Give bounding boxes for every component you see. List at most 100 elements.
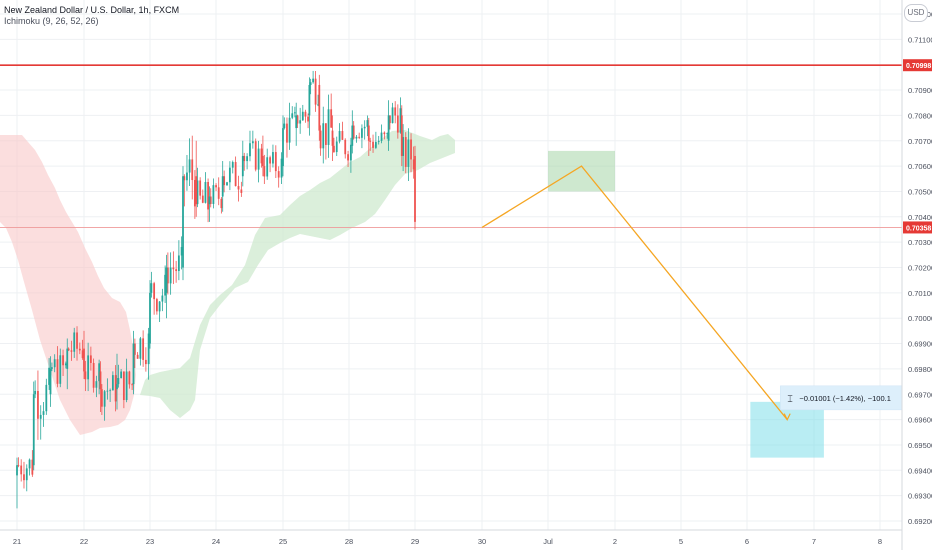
candle-body bbox=[319, 130, 322, 149]
candle-body bbox=[84, 371, 87, 380]
candle-body bbox=[295, 115, 298, 129]
candle-body bbox=[166, 267, 169, 284]
candle-body bbox=[149, 292, 151, 344]
candle-body bbox=[361, 128, 363, 138]
candle-body bbox=[396, 115, 399, 133]
candle-body bbox=[153, 283, 156, 300]
candle-body bbox=[99, 371, 102, 390]
price-axis[interactable]: 0.712000.711000.710000.709000.708000.707… bbox=[901, 0, 932, 550]
candles bbox=[16, 70, 416, 509]
candle-body bbox=[330, 109, 333, 128]
ichimoku-cloud bbox=[0, 130, 455, 435]
candle-body bbox=[199, 180, 202, 196]
candle-body bbox=[188, 159, 191, 173]
time-tick-label: 6 bbox=[745, 537, 749, 546]
candle-body bbox=[208, 196, 211, 205]
candle-body bbox=[92, 362, 95, 388]
candle-body bbox=[114, 375, 117, 402]
candle-body bbox=[291, 113, 294, 118]
candle-body bbox=[228, 167, 231, 183]
candle-body bbox=[212, 185, 215, 204]
projection-path bbox=[481, 165, 788, 421]
candle-body bbox=[274, 152, 277, 172]
candle-body bbox=[317, 104, 319, 106]
candle-body bbox=[32, 394, 35, 466]
candle-body bbox=[49, 368, 52, 395]
time-tick-label: 25 bbox=[279, 537, 287, 546]
candle-body bbox=[204, 181, 207, 203]
time-axis[interactable]: 21 22 23 24 25 28 29 30 Jul 2 5 6 7 8 bbox=[0, 529, 902, 546]
measure-label: −0.01001 (−1.42%), −100.1 bbox=[799, 394, 891, 403]
candle-body bbox=[76, 332, 78, 349]
candle-body bbox=[66, 348, 69, 369]
chart-legend: New Zealand Dollar / U.S. Dollar, 1h, FX… bbox=[4, 5, 179, 27]
currency-badge[interactable]: USD bbox=[904, 4, 928, 22]
candle-body bbox=[282, 128, 284, 167]
candle-body bbox=[383, 132, 386, 135]
candle-body bbox=[335, 141, 338, 153]
symbol-title[interactable]: New Zealand Dollar / U.S. Dollar, 1h, FX… bbox=[4, 5, 180, 15]
candle-body bbox=[196, 180, 199, 205]
candle-body bbox=[133, 343, 136, 355]
candle-body bbox=[100, 389, 103, 407]
candle-body bbox=[344, 139, 347, 155]
candle-body bbox=[407, 139, 410, 167]
candle-body bbox=[175, 269, 178, 272]
candle-body bbox=[116, 384, 118, 390]
candle-body bbox=[347, 154, 349, 161]
candle-body bbox=[139, 338, 142, 359]
candle-body bbox=[25, 468, 28, 481]
time-tick-label: 23 bbox=[146, 537, 154, 546]
candle-body bbox=[59, 355, 62, 384]
time-tick-label: 30 bbox=[478, 537, 486, 546]
candle-body bbox=[191, 159, 194, 181]
candle-body bbox=[404, 137, 407, 167]
candle-body bbox=[341, 131, 344, 140]
candle-body bbox=[231, 162, 234, 168]
candle-body bbox=[367, 125, 370, 141]
candle-body bbox=[215, 185, 217, 188]
candle-body bbox=[399, 108, 402, 133]
candle-body bbox=[144, 359, 147, 365]
candle-body bbox=[377, 140, 380, 142]
candle-body bbox=[62, 355, 64, 366]
candle-body bbox=[369, 140, 372, 142]
candle-body bbox=[89, 355, 92, 363]
candle-body bbox=[333, 145, 335, 153]
candle-body bbox=[293, 112, 296, 114]
candle-body bbox=[266, 157, 269, 177]
candle-body bbox=[28, 459, 31, 469]
candle-body bbox=[402, 137, 405, 156]
candle-body bbox=[325, 123, 327, 145]
arrow-head-icon bbox=[783, 413, 791, 421]
candle-body bbox=[120, 371, 123, 379]
candle-body bbox=[56, 359, 59, 384]
candle-body bbox=[283, 123, 286, 129]
target-zone bbox=[548, 150, 615, 192]
candle-body bbox=[128, 371, 131, 385]
candle-body bbox=[180, 247, 183, 256]
candle-body bbox=[20, 465, 23, 475]
candle-body bbox=[132, 343, 135, 385]
candle-body bbox=[45, 384, 48, 412]
candle-body bbox=[207, 181, 209, 210]
candle-body bbox=[164, 274, 167, 296]
indicator-label[interactable]: Ichimoku (9, 26, 52, 26) bbox=[4, 16, 99, 26]
candle-body bbox=[243, 155, 246, 162]
candle-body bbox=[17, 465, 20, 467]
candle-body bbox=[394, 107, 397, 116]
candle-body bbox=[78, 348, 81, 351]
measure-icon: ⌶ bbox=[787, 395, 792, 405]
candle-body bbox=[262, 155, 264, 167]
price-tick-label: 0.71100 bbox=[908, 35, 932, 44]
candle-body bbox=[301, 111, 304, 121]
candle-body bbox=[400, 115, 403, 156]
candle-body bbox=[249, 143, 251, 157]
